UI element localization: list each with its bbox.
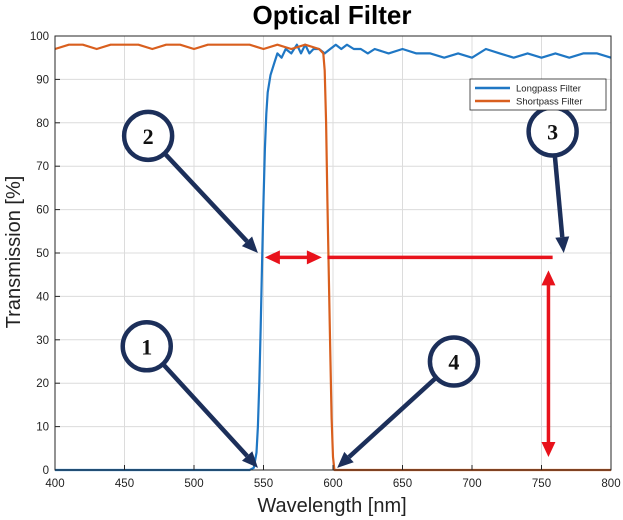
- annotations: 1 2 3 4: [120, 105, 579, 468]
- red-arrowhead: [264, 250, 280, 265]
- callout-arrowhead-1: [241, 451, 258, 468]
- y-tick-label: 70: [36, 161, 49, 173]
- y-tick-label: 90: [36, 74, 49, 86]
- longpass-series-line: [55, 43, 612, 472]
- y-tick-label: 40: [36, 291, 49, 303]
- x-tick-label: 550: [254, 478, 273, 490]
- red-arrowhead: [541, 441, 556, 457]
- grid: [54, 35, 612, 471]
- x-tick-label: 750: [532, 478, 551, 490]
- legend-box: [469, 78, 607, 111]
- legend-label-shortpass: Shortpass Filter: [516, 97, 583, 108]
- callout-number-4: 4: [448, 350, 459, 375]
- y-tick-label: 100: [30, 31, 49, 43]
- callout-circle-4: [427, 335, 481, 388]
- legend: Longpass Filter Shortpass Filter: [469, 78, 607, 111]
- callout-arrowhead-4: [337, 451, 354, 468]
- y-tick-label: 30: [36, 335, 49, 347]
- y-tick-label: 0: [43, 465, 49, 477]
- x-tick-label: 400: [45, 478, 64, 490]
- callout-arrow-1: [161, 362, 249, 458]
- red-guides: [264, 250, 556, 457]
- y-axis-title: Transmission [%]: [3, 176, 25, 329]
- callout-circle-2: [121, 109, 175, 163]
- callout-number-3: 3: [547, 119, 558, 144]
- callout-number-1: 1: [141, 334, 152, 359]
- callout-arrow-4: [347, 375, 438, 459]
- y-tick-label: 50: [36, 248, 49, 260]
- x-tick-label: 800: [601, 478, 620, 490]
- x-axis-title: Wavelength [nm]: [257, 495, 406, 517]
- callout-arrowhead-3: [555, 236, 570, 253]
- x-tick-label: 500: [184, 478, 203, 490]
- callout-number-2: 2: [143, 124, 154, 149]
- callout-circle-1: [120, 320, 173, 373]
- series-group: [54, 43, 612, 472]
- shortpass-series-line: [54, 43, 611, 472]
- y-tick-label: 80: [36, 118, 49, 130]
- chart-title: Optical Filter: [253, 0, 412, 30]
- x-tick-label: 600: [323, 478, 342, 490]
- y-tick-label: 10: [36, 422, 49, 434]
- x-tick-label: 450: [115, 478, 134, 490]
- y-tick-label: 20: [36, 378, 49, 390]
- tick-labels: 400 450 500 550 600 650 700 750 800 0 10 20 30 40 50 60…: [30, 31, 621, 490]
- callout-arrow-3: [552, 155, 565, 238]
- y-tick-label: 60: [36, 205, 49, 217]
- callout-arrow-2: [162, 151, 249, 243]
- callout-arrowhead-2: [241, 236, 258, 253]
- x-tick-label: 650: [393, 478, 412, 490]
- x-tick-label: 700: [462, 478, 481, 490]
- legend-label-longpass: Longpass Filter: [516, 84, 581, 95]
- red-arrowhead: [541, 270, 556, 286]
- red-arrowhead: [306, 250, 322, 265]
